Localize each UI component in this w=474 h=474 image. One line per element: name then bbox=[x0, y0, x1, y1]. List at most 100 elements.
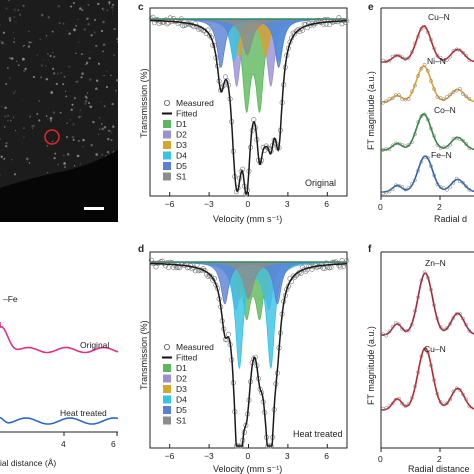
d-tick-label: 3 bbox=[285, 451, 290, 461]
speckle bbox=[57, 22, 59, 24]
c-legend-swatch-d4 bbox=[163, 151, 171, 160]
e-point bbox=[413, 132, 417, 137]
speckle bbox=[12, 116, 15, 118]
panel-b-bond-label: –Fe bbox=[3, 294, 18, 304]
speckle bbox=[64, 166, 66, 168]
speckle bbox=[109, 130, 112, 133]
d-legend-label-measured: Measured bbox=[176, 342, 214, 352]
e-point bbox=[448, 92, 453, 97]
speckle bbox=[21, 100, 23, 102]
f-point bbox=[451, 316, 456, 320]
e-point bbox=[432, 173, 437, 178]
speckle bbox=[22, 5, 25, 8]
speckle bbox=[0, 24, 1, 26]
speckle bbox=[38, 100, 40, 102]
e-point bbox=[384, 99, 389, 104]
speckle bbox=[40, 76, 43, 79]
c-measured-point bbox=[265, 145, 271, 151]
c-legend-swatch-d5 bbox=[163, 162, 171, 170]
speckle bbox=[84, 102, 87, 105]
speckle bbox=[45, 115, 48, 117]
speckle bbox=[106, 150, 110, 154]
speckle bbox=[0, 40, 2, 42]
d-legend-label-d3: D3 bbox=[176, 384, 187, 394]
speckle bbox=[24, 67, 27, 71]
f-point bbox=[438, 325, 443, 329]
panel-c-x-ticks: −6 −3 0 3 6 bbox=[165, 192, 329, 209]
e-point bbox=[390, 54, 395, 59]
speckle bbox=[23, 136, 25, 139]
speckle bbox=[32, 127, 33, 129]
d-legend-swatch-d5 bbox=[163, 406, 171, 414]
speckle bbox=[6, 67, 9, 70]
speckle bbox=[56, 72, 59, 75]
speckle bbox=[110, 138, 113, 142]
e-point bbox=[448, 54, 453, 59]
speckle bbox=[116, 41, 119, 43]
e-point bbox=[445, 95, 449, 99]
e-point bbox=[451, 49, 456, 53]
f-point bbox=[393, 397, 398, 402]
speckle bbox=[5, 145, 8, 148]
e-point bbox=[445, 145, 449, 150]
speckle bbox=[71, 135, 75, 139]
e-point bbox=[406, 97, 411, 101]
f-point bbox=[432, 303, 437, 308]
image-dark-region bbox=[0, 150, 118, 222]
f-point bbox=[413, 309, 417, 313]
e-point bbox=[461, 50, 465, 55]
speckle bbox=[89, 105, 93, 109]
speckle bbox=[22, 57, 25, 61]
c-legend-swatch-d3 bbox=[163, 141, 171, 149]
f-point bbox=[435, 316, 440, 321]
panel-e-bond-cu: Cu–N bbox=[428, 12, 450, 22]
speckle bbox=[12, 91, 16, 95]
speckle bbox=[14, 130, 16, 132]
speckle bbox=[3, 157, 6, 160]
c-tick-label: 0 bbox=[246, 199, 251, 209]
speckle bbox=[2, 158, 5, 161]
speckle bbox=[85, 64, 87, 66]
speckle bbox=[86, 17, 89, 21]
speckle bbox=[10, 158, 13, 161]
speckle bbox=[98, 116, 101, 119]
speckle bbox=[46, 118, 49, 121]
c-legend-label-d4: D4 bbox=[176, 151, 187, 161]
speckle bbox=[66, 122, 68, 124]
speckle bbox=[81, 72, 84, 76]
panel-e-curves bbox=[381, 25, 474, 196]
speckle bbox=[65, 95, 68, 98]
panel-c-fitted-line bbox=[150, 19, 347, 195]
speckle bbox=[95, 153, 99, 156]
speckle bbox=[45, 78, 49, 81]
f-point bbox=[419, 354, 424, 359]
c-legend-swatch-d2 bbox=[163, 130, 171, 139]
speckle bbox=[57, 4, 61, 8]
speckle bbox=[111, 13, 114, 15]
speckle bbox=[40, 13, 44, 17]
e-point bbox=[467, 146, 472, 151]
e-point bbox=[397, 141, 401, 146]
speckle bbox=[101, 123, 103, 125]
speckle bbox=[28, 30, 30, 33]
speckle bbox=[72, 138, 75, 141]
e-point bbox=[454, 176, 459, 181]
speckle bbox=[51, 30, 54, 33]
e-point bbox=[416, 120, 421, 124]
panel-c-components bbox=[149, 18, 348, 114]
panel-c: d c Transmission (%) Velocity (mm s⁻¹) O… bbox=[138, 2, 350, 224]
speckle bbox=[79, 163, 82, 165]
speckle bbox=[102, 50, 104, 53]
panel-b: 4 6 ial distance (Å) –Fe Original Heat t… bbox=[0, 294, 119, 468]
speckle bbox=[115, 89, 117, 92]
speckle bbox=[10, 57, 14, 60]
panel-e-bond-ni: Ni–N bbox=[427, 56, 446, 66]
speckle bbox=[9, 19, 12, 22]
speckle bbox=[79, 37, 81, 39]
panel-a bbox=[0, 0, 119, 222]
panel-c-x-label: Velocity (mm s⁻¹) bbox=[213, 214, 282, 224]
speckle bbox=[89, 78, 92, 81]
speckle bbox=[47, 53, 49, 55]
speckle bbox=[73, 96, 77, 100]
d-legend-swatch-d1 bbox=[163, 364, 171, 372]
